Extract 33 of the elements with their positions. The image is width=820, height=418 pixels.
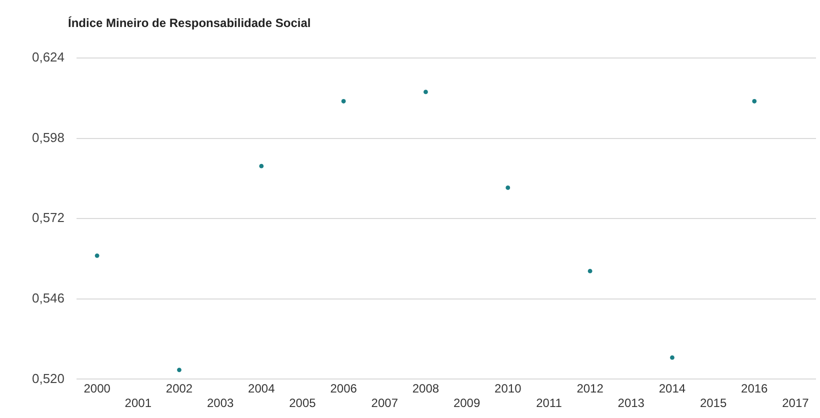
- y-tick-label: 0,520: [32, 370, 65, 386]
- y-tick-label: 0,572: [32, 210, 65, 226]
- x-tick-label: 2012: [576, 382, 604, 396]
- x-tick-label: 2004: [248, 382, 276, 396]
- x-tick-label: 2014: [658, 382, 686, 396]
- point: [177, 368, 182, 372]
- y-tick-label: 0,598: [32, 130, 65, 145]
- x-tick-label: 2016: [741, 382, 768, 396]
- x-tick-label: 2009: [453, 396, 480, 410]
- x-tick-label: 2008: [412, 382, 440, 396]
- x-tick-label: 2010: [494, 382, 522, 396]
- point: [94, 253, 100, 258]
- point: [670, 355, 674, 360]
- point: [259, 164, 264, 168]
- x-tick-label: 2003: [206, 396, 234, 410]
- x-tick-label: 2000: [84, 382, 111, 396]
- point: [752, 99, 757, 104]
- x-tick-label: 2017: [782, 396, 810, 410]
- point: [506, 186, 510, 190]
- x-tick-label: 2002: [166, 382, 193, 396]
- chart-title: Índice Mineiro de Responsabilidade Social: [68, 16, 311, 30]
- x-tick-label: 2005: [289, 396, 316, 410]
- x-tick-label: 2011: [536, 396, 562, 410]
- x-tick-label: 2001: [124, 396, 152, 410]
- x-tick-label: 2013: [618, 396, 645, 410]
- y-tick-label: 0,546: [32, 290, 65, 306]
- point: [588, 268, 592, 274]
- x-tick-label: 2015: [700, 396, 727, 410]
- point: [341, 99, 346, 104]
- x-tick-label: 2006: [330, 382, 358, 396]
- x-tick-label: 2007: [371, 396, 398, 410]
- y-tick-label: 0,624: [32, 50, 65, 65]
- point: [424, 90, 428, 94]
